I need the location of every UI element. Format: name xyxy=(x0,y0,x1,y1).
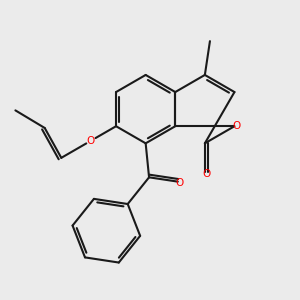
Text: O: O xyxy=(86,136,94,146)
Text: O: O xyxy=(202,169,211,179)
Text: O: O xyxy=(175,178,183,188)
Text: O: O xyxy=(233,121,241,131)
